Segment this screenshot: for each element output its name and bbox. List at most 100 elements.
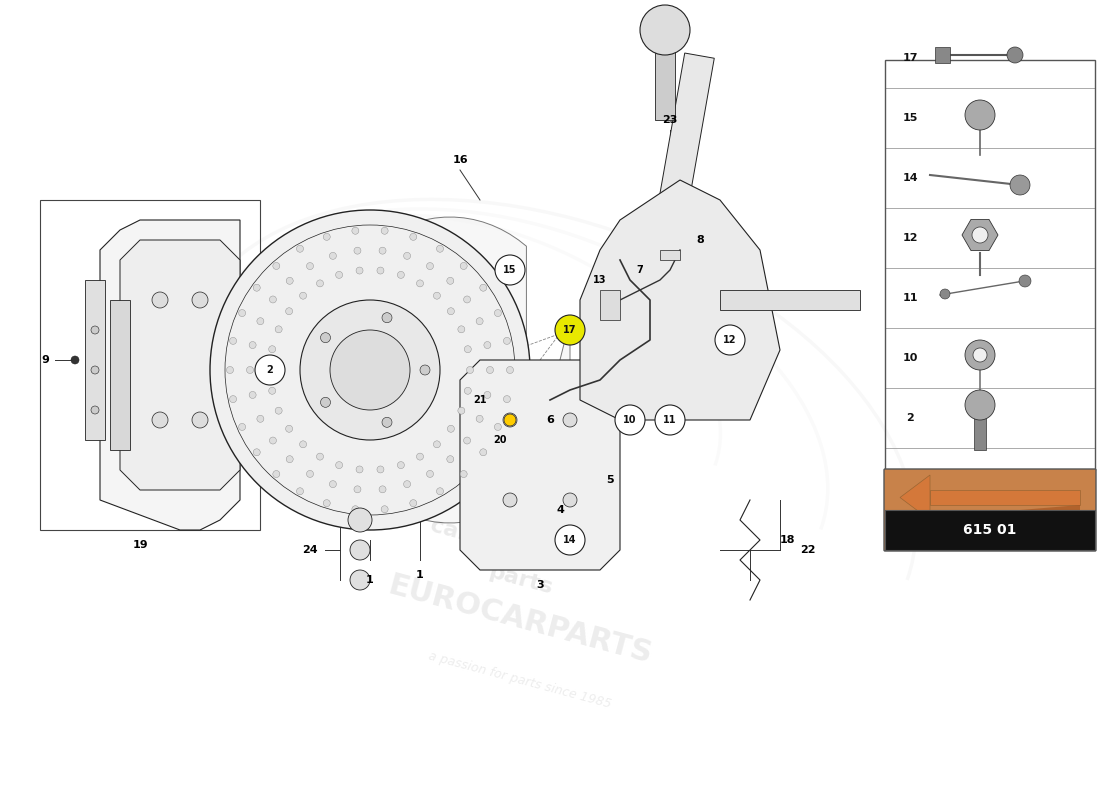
Circle shape xyxy=(404,481,410,488)
Text: 20: 20 xyxy=(493,435,507,445)
Circle shape xyxy=(354,247,361,254)
Circle shape xyxy=(352,506,359,513)
Text: 11: 11 xyxy=(902,293,917,303)
Circle shape xyxy=(268,387,276,394)
Circle shape xyxy=(448,308,454,314)
Circle shape xyxy=(464,346,471,353)
Text: 1: 1 xyxy=(416,570,424,580)
Circle shape xyxy=(299,292,307,299)
Circle shape xyxy=(460,470,467,478)
Circle shape xyxy=(336,462,342,469)
Circle shape xyxy=(273,262,279,270)
Text: 16: 16 xyxy=(452,155,468,165)
Text: 12: 12 xyxy=(902,233,917,243)
Bar xyxy=(40,200,260,530)
Circle shape xyxy=(460,262,467,270)
Circle shape xyxy=(1006,47,1023,63)
Circle shape xyxy=(377,466,384,473)
Text: a passion for parts since 1985: a passion for parts since 1985 xyxy=(427,650,613,710)
Text: 13: 13 xyxy=(593,275,607,285)
Circle shape xyxy=(458,326,465,333)
Text: 19: 19 xyxy=(132,540,147,550)
Polygon shape xyxy=(900,505,1080,530)
Bar xyxy=(650,53,714,255)
Circle shape xyxy=(972,227,988,243)
Text: 21: 21 xyxy=(473,395,486,405)
Circle shape xyxy=(273,470,279,478)
Circle shape xyxy=(433,441,440,448)
Polygon shape xyxy=(460,360,620,570)
Circle shape xyxy=(563,413,578,427)
Circle shape xyxy=(427,262,433,270)
Polygon shape xyxy=(900,475,930,520)
Circle shape xyxy=(297,488,304,494)
Text: 7: 7 xyxy=(637,265,644,275)
Circle shape xyxy=(270,296,276,303)
Text: 10: 10 xyxy=(624,415,637,425)
Circle shape xyxy=(249,342,256,349)
Circle shape xyxy=(715,325,745,355)
Circle shape xyxy=(286,456,294,462)
Circle shape xyxy=(1010,175,1030,195)
Circle shape xyxy=(503,493,517,507)
Text: 15: 15 xyxy=(902,113,917,123)
Circle shape xyxy=(300,300,440,440)
Polygon shape xyxy=(100,220,240,530)
Circle shape xyxy=(91,406,99,414)
Circle shape xyxy=(307,262,314,270)
Bar xyxy=(935,47,950,63)
Circle shape xyxy=(379,247,386,254)
Text: 8: 8 xyxy=(696,235,704,245)
Circle shape xyxy=(484,342,491,349)
Circle shape xyxy=(420,365,430,375)
Text: 24: 24 xyxy=(302,545,318,555)
Circle shape xyxy=(317,453,323,460)
Circle shape xyxy=(495,255,525,285)
Polygon shape xyxy=(85,280,104,440)
Circle shape xyxy=(253,449,261,456)
Circle shape xyxy=(257,318,264,325)
Text: car: car xyxy=(429,515,472,545)
Circle shape xyxy=(476,415,483,422)
Circle shape xyxy=(350,540,370,560)
Circle shape xyxy=(506,366,514,374)
Circle shape xyxy=(504,414,516,426)
Circle shape xyxy=(466,366,473,374)
Text: EUROCARPARTS: EUROCARPARTS xyxy=(385,570,656,670)
Text: 615 01: 615 01 xyxy=(964,523,1016,537)
Polygon shape xyxy=(962,219,998,250)
Circle shape xyxy=(654,405,685,435)
Circle shape xyxy=(397,271,405,278)
Circle shape xyxy=(965,340,996,370)
Circle shape xyxy=(268,346,276,353)
Circle shape xyxy=(255,355,285,385)
Text: 2: 2 xyxy=(906,413,914,423)
Polygon shape xyxy=(580,180,780,420)
Circle shape xyxy=(381,506,388,513)
Circle shape xyxy=(940,289,950,299)
Bar xyxy=(600,290,620,320)
Text: 6: 6 xyxy=(546,415,554,425)
Circle shape xyxy=(323,234,330,240)
Circle shape xyxy=(275,407,282,414)
Circle shape xyxy=(356,267,363,274)
Circle shape xyxy=(152,412,168,428)
Circle shape xyxy=(458,407,465,414)
Text: 3: 3 xyxy=(536,580,543,590)
Text: 1: 1 xyxy=(366,575,374,585)
Circle shape xyxy=(974,348,987,362)
Circle shape xyxy=(615,405,645,435)
Text: euro: euro xyxy=(350,463,410,497)
Circle shape xyxy=(417,453,424,460)
Circle shape xyxy=(447,278,454,284)
Bar xyxy=(886,60,1094,470)
Circle shape xyxy=(463,296,471,303)
Circle shape xyxy=(382,313,392,322)
Circle shape xyxy=(286,426,293,432)
Circle shape xyxy=(270,437,276,444)
Circle shape xyxy=(640,5,690,55)
Circle shape xyxy=(230,338,236,344)
Circle shape xyxy=(350,570,370,590)
Text: 2: 2 xyxy=(266,365,274,375)
Circle shape xyxy=(437,246,443,252)
